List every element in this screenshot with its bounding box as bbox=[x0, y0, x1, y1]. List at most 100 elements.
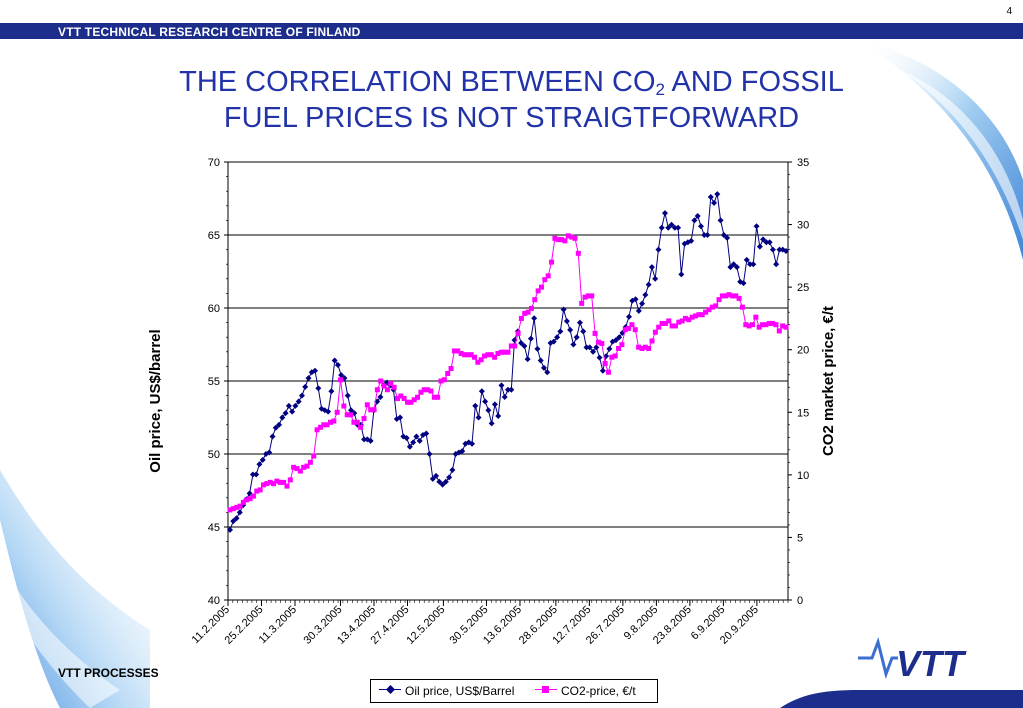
oil-price-point bbox=[563, 318, 570, 325]
co2-price-point bbox=[746, 323, 752, 329]
oil-price-point bbox=[413, 433, 420, 440]
oil-price-point bbox=[272, 424, 279, 431]
oil-price-point bbox=[429, 475, 436, 482]
oil-price-point bbox=[279, 414, 286, 421]
oil-price-point bbox=[570, 341, 577, 348]
co2-price-point bbox=[736, 295, 742, 301]
co2-price-point bbox=[478, 357, 484, 363]
co2-price-point bbox=[535, 288, 541, 294]
co2-price-point bbox=[324, 422, 330, 428]
co2-price-point bbox=[750, 322, 756, 328]
oil-price-point bbox=[733, 264, 740, 271]
oil-price-point bbox=[665, 224, 672, 231]
oil-price-point bbox=[295, 398, 302, 405]
oil-price-point bbox=[593, 344, 600, 351]
oil-price-point bbox=[253, 471, 260, 478]
oil-price-point bbox=[436, 478, 443, 485]
co2-price-point bbox=[609, 354, 615, 360]
co2-price-point bbox=[713, 303, 719, 309]
co2-price-point bbox=[488, 352, 494, 358]
co2-price-point bbox=[642, 344, 648, 350]
oil-price-point bbox=[576, 319, 583, 326]
co2-price-point bbox=[418, 389, 424, 395]
oil-price-point bbox=[266, 449, 273, 456]
oil-price-point bbox=[426, 451, 433, 457]
co2-price-point bbox=[284, 483, 290, 489]
co2-price-point bbox=[602, 360, 608, 366]
co2-price-point bbox=[693, 313, 699, 319]
co2-price-point bbox=[281, 479, 287, 485]
oil-price-point bbox=[410, 439, 417, 446]
oil-price-point bbox=[348, 407, 355, 414]
co2-price-point bbox=[361, 416, 367, 422]
co2-price-point bbox=[579, 300, 585, 306]
y-right-tick-label: 0 bbox=[797, 595, 803, 607]
oil-price-line bbox=[229, 193, 787, 531]
co2-price-point bbox=[672, 323, 678, 329]
oil-price-point bbox=[743, 256, 750, 263]
co2-price-point bbox=[411, 397, 417, 403]
co2-price-point bbox=[482, 353, 488, 359]
oil-price-point bbox=[688, 237, 695, 244]
y-left-tick-label: 45 bbox=[208, 522, 220, 534]
oil-price-point bbox=[586, 344, 593, 351]
bottom-right-bar-decoration bbox=[780, 690, 1023, 708]
oil-price-point bbox=[694, 213, 701, 220]
oil-price-point bbox=[727, 264, 734, 271]
co2-price-point bbox=[532, 297, 538, 303]
oil-price-point bbox=[645, 281, 652, 288]
co2-price-point bbox=[368, 407, 374, 413]
oil-price-point bbox=[550, 338, 557, 345]
oil-price-point bbox=[655, 246, 662, 253]
oil-price-point bbox=[720, 232, 727, 238]
co2-price-point bbox=[595, 339, 601, 345]
title-subscript: 2 bbox=[655, 80, 665, 99]
oil-price-point bbox=[711, 199, 718, 206]
co2-price-point bbox=[458, 350, 464, 356]
legend-oil-label: Oil price, US$/Barrel bbox=[405, 684, 515, 698]
co2-price-point bbox=[498, 349, 504, 355]
co2-price-point bbox=[512, 343, 518, 349]
co2-price-point bbox=[485, 352, 491, 358]
co2-price-point bbox=[234, 504, 240, 510]
footer-label: VTT PROCESSES bbox=[58, 666, 159, 680]
oil-price-point bbox=[508, 386, 515, 393]
co2-price-point bbox=[555, 237, 561, 243]
oil-price-point bbox=[338, 372, 345, 379]
oil-price-point bbox=[616, 334, 623, 341]
co2-price-point bbox=[780, 323, 786, 329]
co2-price-point bbox=[783, 324, 789, 330]
co2-price-point bbox=[441, 377, 447, 383]
co2-price-point bbox=[592, 330, 598, 336]
co2-price-point bbox=[619, 342, 625, 348]
co2-price-point bbox=[605, 369, 611, 375]
co2-price-point bbox=[522, 310, 528, 316]
co2-price-point bbox=[582, 294, 588, 300]
oil-price-point bbox=[583, 344, 590, 351]
oil-price-point bbox=[671, 224, 678, 231]
vtt-logo: VTT bbox=[858, 636, 967, 682]
co2-price-point bbox=[311, 453, 317, 459]
co2-price-point bbox=[565, 233, 571, 239]
co2-price-point bbox=[632, 327, 638, 333]
page-number: 4 bbox=[1006, 6, 1012, 17]
co2-price-point bbox=[589, 293, 595, 299]
co2-price-point bbox=[291, 464, 297, 470]
oil-price-point bbox=[439, 481, 446, 488]
oil-price-point bbox=[678, 271, 685, 278]
co2-price-point bbox=[421, 387, 427, 393]
co2-price-point bbox=[425, 387, 431, 393]
oil-price-point bbox=[639, 300, 646, 307]
oil-price-point bbox=[491, 401, 498, 408]
co2-price-point bbox=[505, 349, 511, 355]
co2-price-point bbox=[401, 396, 407, 402]
co2-price-point bbox=[689, 314, 695, 320]
co2-price-point bbox=[374, 387, 380, 393]
oil-price-point bbox=[305, 375, 312, 382]
oil-price-point bbox=[315, 385, 322, 392]
co2-price-point bbox=[696, 312, 702, 318]
oil-price-point bbox=[753, 223, 760, 230]
co2-price-point bbox=[354, 419, 360, 425]
co2-price-point bbox=[381, 383, 387, 389]
